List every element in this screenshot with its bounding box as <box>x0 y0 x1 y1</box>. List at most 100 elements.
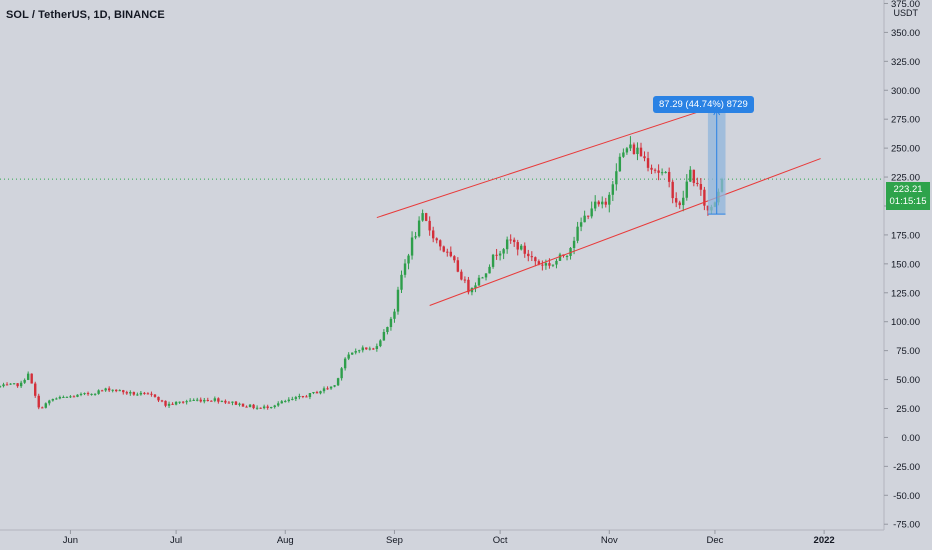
candle-down <box>326 388 329 390</box>
candle-down <box>586 215 590 217</box>
price-tick-label: -50.00 <box>893 491 920 502</box>
candle-up <box>273 405 276 408</box>
candle-down <box>537 261 541 265</box>
candle-up <box>608 194 611 205</box>
price-tick-label: 150.00 <box>891 259 920 270</box>
candle-up <box>615 171 618 185</box>
candle-down <box>227 402 231 404</box>
candle-down <box>132 392 136 395</box>
candle-up <box>26 373 30 380</box>
candle-up <box>484 273 488 278</box>
bar-countdown: 01:15:15 <box>889 196 927 207</box>
candle-down <box>365 347 368 350</box>
measure-label[interactable]: 87.29 (44.74%) 8729 <box>653 96 754 113</box>
price-tick-label: 300.00 <box>891 86 920 97</box>
time-tick-label: 2022 <box>814 535 835 546</box>
candle-up <box>291 398 294 400</box>
candle-down <box>646 158 650 168</box>
candle-down <box>241 403 245 407</box>
candle-down <box>224 400 227 403</box>
candle-up <box>379 340 382 347</box>
candle-down <box>210 400 213 402</box>
candle-up <box>400 274 403 290</box>
candle-down <box>5 384 9 386</box>
candle-down <box>439 240 442 247</box>
candle-down <box>143 392 146 394</box>
candle-down <box>431 230 435 239</box>
candle-down <box>639 147 643 157</box>
candle-up <box>551 264 555 266</box>
candle-up <box>280 401 283 404</box>
candle-up <box>396 289 400 312</box>
candle-up <box>558 254 562 261</box>
candle-up <box>689 169 692 182</box>
currency-label: USDT <box>893 8 919 18</box>
candle-down <box>516 242 519 250</box>
candle-up <box>287 399 290 402</box>
candle-up <box>0 386 2 388</box>
candle-up <box>403 263 407 275</box>
candle-down <box>30 373 33 384</box>
candle-down <box>424 213 428 221</box>
candle-up <box>660 172 664 174</box>
candle-down <box>234 401 238 405</box>
candle-up <box>569 247 572 256</box>
candle-up <box>277 403 280 406</box>
price-tick-label: 325.00 <box>891 57 920 68</box>
candle-up <box>23 379 26 383</box>
channel-group[interactable] <box>376 109 821 306</box>
candle-down <box>495 254 498 256</box>
candle-down <box>72 396 76 398</box>
candle-up <box>491 254 495 267</box>
candle-up <box>477 277 481 286</box>
candle-up <box>97 390 100 394</box>
candles-group <box>0 136 724 410</box>
candle-up <box>488 266 491 274</box>
candle-down <box>597 201 600 205</box>
candle-down <box>657 170 660 173</box>
candle-down <box>107 388 111 391</box>
candle-up <box>481 277 484 279</box>
candle-up <box>421 213 424 221</box>
candle-up <box>319 391 322 394</box>
candle-down <box>150 393 153 395</box>
candle-up <box>76 394 79 397</box>
candle-up <box>579 222 583 227</box>
time-axis[interactable]: Jun Jul Aug Sep Oct Nov Dec 2022 <box>63 530 835 546</box>
candle-down <box>305 396 308 398</box>
candle-down <box>41 407 44 409</box>
candle-up <box>611 184 615 195</box>
price-axis[interactable]: 375.00 350.00 325.00 300.00 275.00 250.00 225.… <box>884 0 920 531</box>
candle-up <box>255 407 259 409</box>
candle-up <box>139 392 143 395</box>
candle-up <box>350 352 354 355</box>
candle-up <box>682 197 685 206</box>
time-tick-label: Jun <box>63 535 78 546</box>
candle-up <box>685 181 688 198</box>
candle-up <box>174 401 178 405</box>
candle-down <box>206 399 209 401</box>
price-tick-label: 25.00 <box>896 404 920 415</box>
candle-down <box>696 182 699 185</box>
candle-up <box>622 152 625 157</box>
candle-up <box>196 399 199 401</box>
price-tick-label: 75.00 <box>896 346 920 357</box>
candle-down <box>671 181 674 199</box>
measure-group[interactable] <box>707 108 726 215</box>
candle-down <box>181 401 185 403</box>
candle-up <box>262 406 266 409</box>
price-tick-label: 250.00 <box>891 144 920 155</box>
candle-up <box>590 208 593 217</box>
candle-up <box>298 395 301 398</box>
candle-down <box>160 400 164 402</box>
candle-up <box>389 318 393 328</box>
candle-up <box>62 396 65 398</box>
candle-up <box>44 403 47 408</box>
candle-down <box>259 407 262 409</box>
candle-down <box>34 383 37 396</box>
time-tick-label: Sep <box>386 535 403 546</box>
symbol-title[interactable]: SOL / TetherUS, 1D, BINANCE <box>6 9 165 21</box>
candle-down <box>125 392 128 394</box>
